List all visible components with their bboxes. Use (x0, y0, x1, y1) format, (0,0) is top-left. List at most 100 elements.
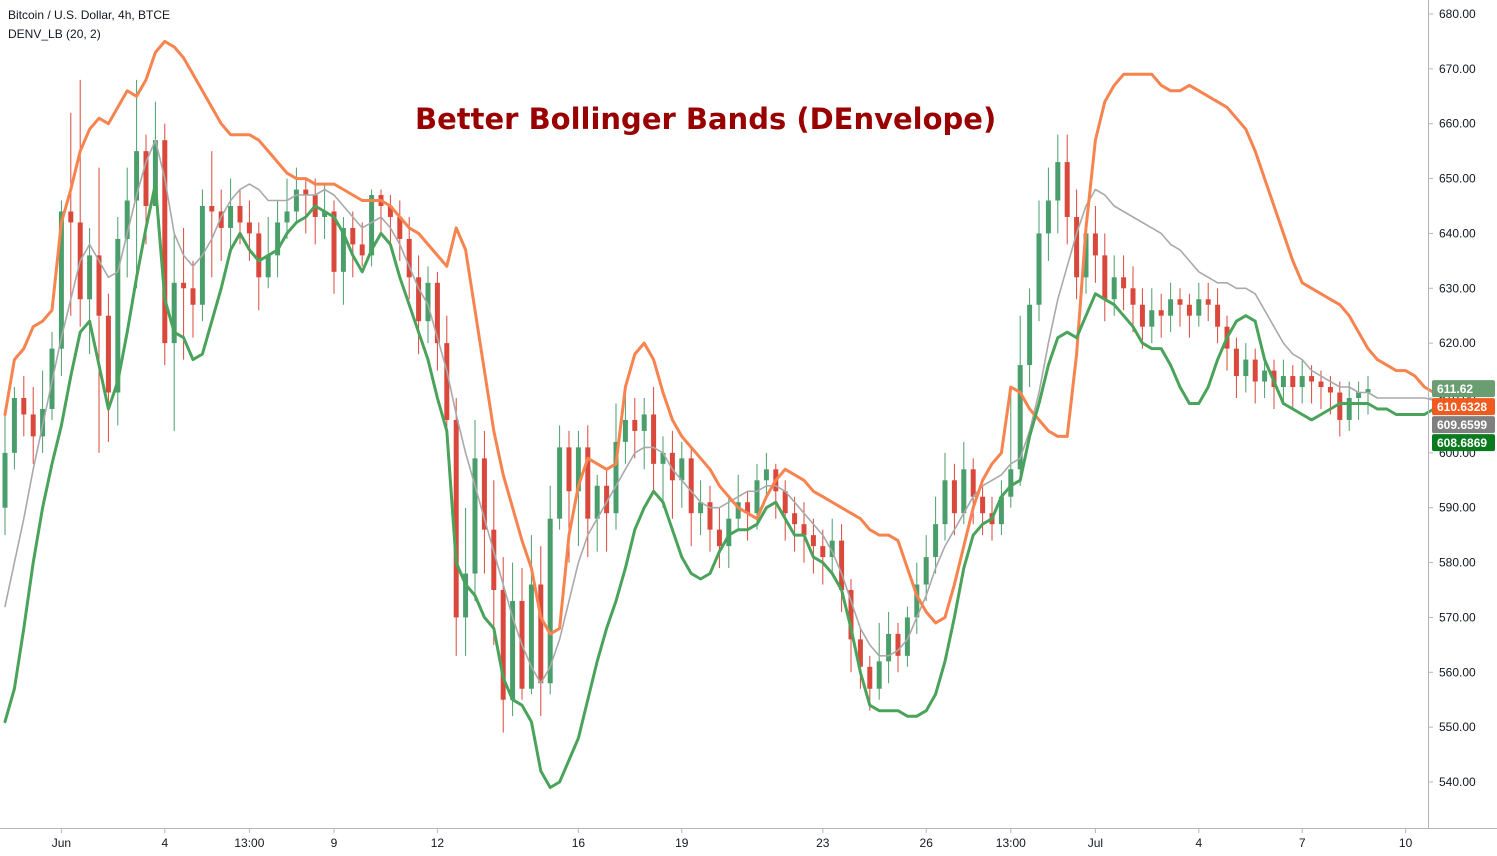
time-tick-label: 4 (161, 836, 168, 850)
candle-body (124, 200, 130, 239)
candle-body (481, 458, 487, 530)
candle-body (1008, 469, 1014, 497)
candle-body (754, 480, 760, 514)
candle-body (181, 282, 187, 289)
candle-body (1215, 304, 1221, 327)
time-tick-label: 23 (816, 836, 830, 850)
candle-body (491, 529, 497, 590)
candle-body (848, 590, 854, 640)
candle-body (961, 469, 967, 514)
candle-body (96, 255, 102, 316)
candle-body (857, 639, 863, 667)
candle-body (970, 469, 976, 497)
lower-band-line (3, 182, 1436, 789)
indicator-legend[interactable]: DENV_LB (20, 2) (8, 27, 101, 41)
candle-body (1262, 370, 1268, 382)
candle-body (510, 600, 516, 700)
candle-body (1168, 299, 1174, 316)
candle-body (453, 419, 459, 618)
candle-body (688, 458, 694, 514)
lower-band-layer (3, 182, 1436, 789)
time-tick-label: 9 (331, 836, 338, 850)
candle-body (998, 496, 1004, 525)
candle-body (1252, 359, 1258, 382)
candle-body (669, 452, 675, 481)
candle-body (1036, 233, 1042, 305)
time-tick-label: 12 (431, 836, 445, 850)
time-tick-label: 4 (1195, 836, 1202, 850)
candle-body (726, 518, 732, 547)
candle-body (152, 140, 158, 206)
candle-body (867, 666, 873, 689)
candle-body (1121, 277, 1127, 289)
candle-body (641, 414, 647, 431)
time-tick-label: 13:00 (996, 836, 1026, 850)
candle-body (1102, 255, 1108, 300)
time-tick-label: 16 (572, 836, 586, 850)
candle-body (1055, 162, 1061, 201)
price-tick-label: 560.00 (1439, 665, 1476, 679)
candle-body (707, 502, 713, 530)
candle-body (651, 414, 657, 464)
candle-body (1017, 365, 1023, 470)
candle-body (369, 195, 375, 256)
symbol-legend[interactable]: Bitcoin / U.S. Dollar, 4h, BTCE (8, 8, 171, 22)
candle-body (293, 189, 299, 212)
candle-body (228, 206, 234, 228)
basis-layer (4, 139, 1435, 685)
candle-body (171, 282, 177, 344)
time-tick-label: 13:00 (234, 836, 264, 850)
candle-body (1309, 376, 1315, 382)
candle-body (933, 524, 939, 558)
candle-body (1130, 288, 1136, 305)
price-badge (1432, 416, 1495, 434)
price-badge-label: 609.6599 (1437, 418, 1487, 432)
candle-body (914, 584, 920, 618)
price-tick-label: 680.00 (1439, 7, 1476, 21)
candle-body (904, 617, 910, 656)
candle-body (1365, 389, 1371, 393)
candle-body (11, 398, 17, 453)
candle-body (416, 277, 422, 322)
candle-body (218, 211, 224, 228)
candle-body (557, 447, 563, 519)
candle-body (886, 633, 892, 662)
candle-body (1290, 376, 1296, 388)
candle-body (162, 140, 168, 344)
candle-body (1139, 304, 1145, 327)
price-tick-label: 570.00 (1439, 610, 1476, 624)
candle-body (1064, 162, 1070, 217)
candle-body (322, 211, 328, 217)
candle-body (923, 557, 929, 585)
candle-body (115, 238, 121, 393)
candle-body (829, 540, 835, 558)
candle-body (1327, 387, 1333, 393)
candle-body (387, 206, 393, 217)
price-badge-label: 608.6869 (1437, 436, 1487, 450)
candle-body (735, 502, 741, 519)
candle-body (632, 419, 638, 431)
candle-body (434, 282, 440, 344)
candle-body (359, 244, 365, 256)
candle-body (190, 288, 196, 305)
chart-title: Better Bollinger Bands (DEnvelope) (415, 102, 997, 136)
candle-body (1027, 304, 1033, 366)
candle-body (1045, 200, 1051, 234)
basis-line (4, 139, 1435, 685)
candle-body (763, 469, 769, 481)
candle-body (246, 222, 252, 234)
candle-body (444, 343, 450, 420)
price-tick-label: 630.00 (1439, 281, 1476, 295)
price-tick-label: 580.00 (1439, 556, 1476, 570)
candle-body (68, 211, 74, 223)
candle-body (566, 447, 572, 492)
candle-body (284, 211, 290, 223)
candle-body (820, 546, 826, 558)
time-tick-label: 26 (920, 836, 934, 850)
candle-body (782, 491, 788, 514)
time-tick-label: 7 (1299, 836, 1306, 850)
candle-body (425, 282, 431, 322)
candle-body (1111, 277, 1117, 300)
